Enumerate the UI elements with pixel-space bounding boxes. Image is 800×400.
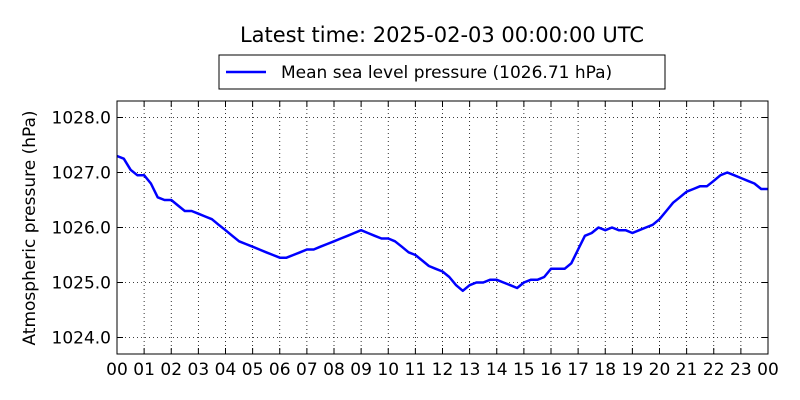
x-tick-label: 22 [703,360,725,380]
x-tick-label: 20 [649,360,671,380]
x-tick-label: 17 [567,360,589,380]
chart-title: Latest time: 2025-02-03 00:00:00 UTC [240,23,644,47]
grid [117,101,768,354]
x-tick-label: 15 [513,360,535,380]
x-tick-label: 16 [540,360,562,380]
y-tick-label: 1025.0 [52,274,111,294]
x-tick-labels: 00 01 02 03 04 05 06 07 08 09 10 11 12 13 14 15 16 17 18 19… [106,360,779,380]
legend: Mean sea level pressure (1026.71 hPa) [218,54,666,90]
axis-ticks [116,101,769,354]
y-axis-label: Atmospheric pressure (hPa) [20,110,40,345]
x-tick-label: 00 [106,360,128,380]
plot-frame [116,100,769,355]
x-tick-label: 18 [594,360,616,380]
x-tick-label: 09 [350,360,372,380]
x-tick-label: 06 [269,360,291,380]
x-tick-label: 21 [676,360,698,380]
y-tick-label: 1026.0 [52,219,111,239]
pressure-series-line [116,154,768,293]
x-tick-label: 04 [215,360,237,380]
x-tick-label: 08 [323,360,345,380]
x-tick-label: 05 [242,360,264,380]
x-tick-label: 14 [486,360,508,380]
series-layer [116,154,768,293]
legend-entry-label: Mean sea level pressure (1026.71 hPa) [281,63,612,83]
y-tick-labels: 1024.0 1025.0 1026.0 1027.0 1028.0 [52,109,111,349]
x-tick-label: 00 [757,360,779,380]
legend-box [218,54,666,90]
x-tick-label: 10 [377,360,399,380]
x-tick-label: 02 [160,360,182,380]
y-tick-label: 1024.0 [52,329,111,349]
x-tick-label: 12 [432,360,454,380]
x-tick-label: 07 [296,360,318,380]
x-tick-label: 01 [133,360,155,380]
x-tick-label: 19 [622,360,644,380]
x-tick-label: 23 [730,360,752,380]
y-tick-label: 1027.0 [52,164,111,184]
y-tick-label: 1028.0 [52,109,111,129]
x-tick-label: 11 [405,360,427,380]
x-tick-label: 13 [459,360,481,380]
x-tick-label: 03 [188,360,210,380]
